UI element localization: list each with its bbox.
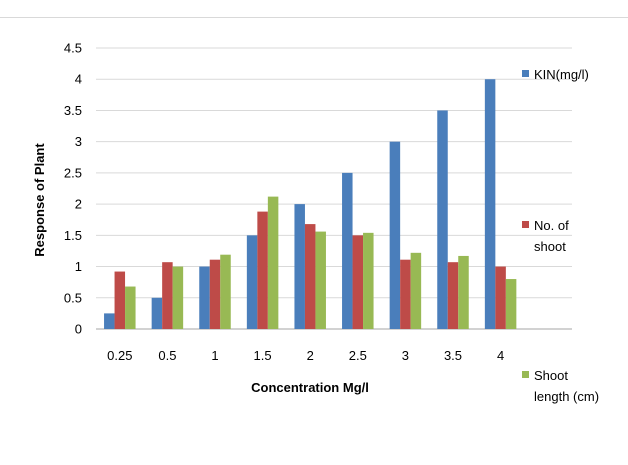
bar-1-4	[304, 224, 316, 329]
legend-label: shoot	[534, 239, 566, 254]
bar-0-0	[104, 313, 115, 329]
y-tick-label: 2	[75, 197, 82, 212]
bar-1-1	[162, 262, 173, 329]
x-tick-label: 2.5	[349, 348, 367, 363]
bar-2-7	[458, 255, 469, 329]
y-tick-label: 0.5	[64, 290, 82, 305]
bar-2-5	[363, 232, 374, 329]
bar-2-2	[220, 254, 231, 329]
y-tick-label: 2.5	[64, 165, 82, 180]
x-tick-label: 1.5	[254, 348, 272, 363]
bar-1-2	[209, 259, 221, 329]
y-tick-label: 3.5	[64, 103, 82, 118]
y-tick-label: 1.5	[64, 228, 82, 243]
bar-0-2	[199, 266, 210, 329]
legend-label: No. of	[534, 218, 569, 233]
bar-1-7	[447, 262, 459, 329]
legend-label: length (cm)	[534, 389, 599, 404]
top-divider	[0, 17, 628, 18]
y-tick-label: 0	[75, 322, 82, 337]
legend-label: KIN(mg/l)	[534, 67, 589, 82]
bar-1-3	[257, 211, 268, 329]
legend-swatch	[522, 70, 529, 77]
legend: KIN(mg/l) No. of shoot Shoot length (cm)	[522, 67, 599, 404]
bar-0-8	[484, 79, 496, 329]
bar-0-4	[294, 204, 305, 329]
x-tick-label: 4	[497, 348, 504, 363]
y-axis-title: Response of Plant	[32, 143, 47, 257]
legend-label: Shoot	[534, 368, 568, 383]
y-tick-label: 4	[75, 72, 82, 87]
bar-2-6	[410, 252, 422, 329]
x-tick-label: 2	[307, 348, 314, 363]
x-tick-label: 0.5	[158, 348, 176, 363]
y-tick-labels: 0 0.5 1 1.5 2 2.5 3 3.5 4 4.5	[64, 41, 82, 337]
legend-swatch	[522, 221, 529, 228]
bar-2-8	[505, 279, 517, 329]
bar-2-0	[125, 286, 136, 329]
bar-1-8	[495, 266, 506, 329]
bar-0-7	[437, 110, 448, 329]
bar-0-6	[389, 141, 401, 329]
y-tick-label: 4.5	[64, 41, 82, 56]
bar-0-1	[151, 297, 163, 329]
bar-1-5	[352, 235, 364, 329]
x-tick-label: 0.25	[107, 348, 132, 363]
legend-swatch	[522, 371, 529, 378]
x-tick-label: 3.5	[444, 348, 462, 363]
x-axis-title: Concentration Mg/l	[251, 380, 369, 395]
y-tick-label: 1	[75, 259, 82, 274]
y-tick-label: 3	[75, 134, 82, 149]
x-tick-labels: 0.25 0.5 1 1.5 2 2.5 3 3.5 4	[107, 348, 504, 363]
bar-0-3	[246, 235, 258, 329]
bars	[104, 79, 517, 329]
bar-2-4	[315, 231, 326, 329]
bar-0-5	[342, 172, 353, 329]
bar-1-0	[114, 271, 126, 329]
bar-1-6	[400, 259, 411, 329]
bar-2-1	[172, 266, 184, 329]
bar-2-3	[267, 196, 279, 329]
x-tick-label: 3	[402, 348, 409, 363]
x-tick-label: 1	[211, 348, 218, 363]
